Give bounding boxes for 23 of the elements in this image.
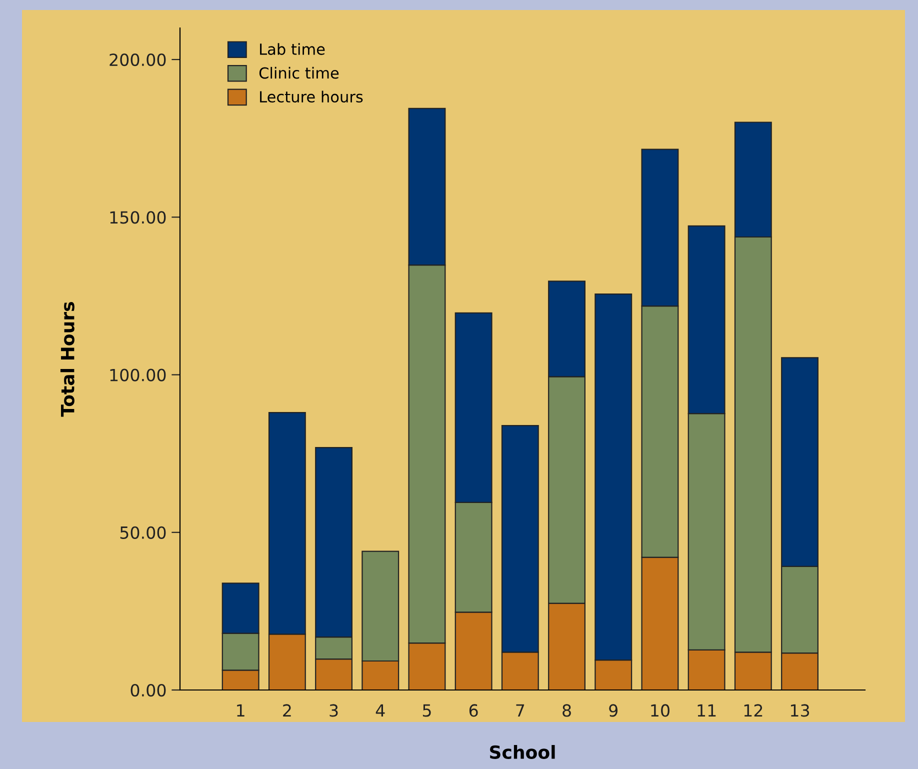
x-tick-label: 3	[330, 704, 338, 717]
x-tick-label: 7	[516, 704, 524, 717]
x-tick-label: 13	[790, 704, 810, 717]
x-tick-label: 4	[376, 704, 385, 717]
x-tick-label: 8	[562, 704, 571, 717]
x-tick-label: 5	[422, 704, 431, 717]
legend-label: Clinic time	[259, 66, 339, 79]
legend-label: Lab time	[260, 43, 325, 55]
legend-label: Lecture hours	[260, 90, 363, 103]
y-tick-label: 0.00	[130, 684, 166, 697]
y-tick-label: 150.00	[110, 211, 166, 224]
x-tick-label: 12	[744, 704, 762, 717]
x-tick-label: 9	[609, 704, 618, 717]
x-tick-label: 1	[237, 704, 244, 717]
x-tick-label: 10	[651, 704, 670, 717]
x-tick-label: 11	[698, 704, 716, 717]
x-axis-title: School	[490, 745, 555, 759]
x-tick-label: 2	[283, 704, 291, 717]
y-tick-label: 50.00	[120, 526, 166, 539]
y-axis-title: Total Hours	[60, 302, 74, 417]
x-tick-label: 6	[469, 704, 478, 717]
y-tick-label: 200.00	[110, 53, 166, 66]
y-tick-label: 100.00	[110, 368, 166, 382]
